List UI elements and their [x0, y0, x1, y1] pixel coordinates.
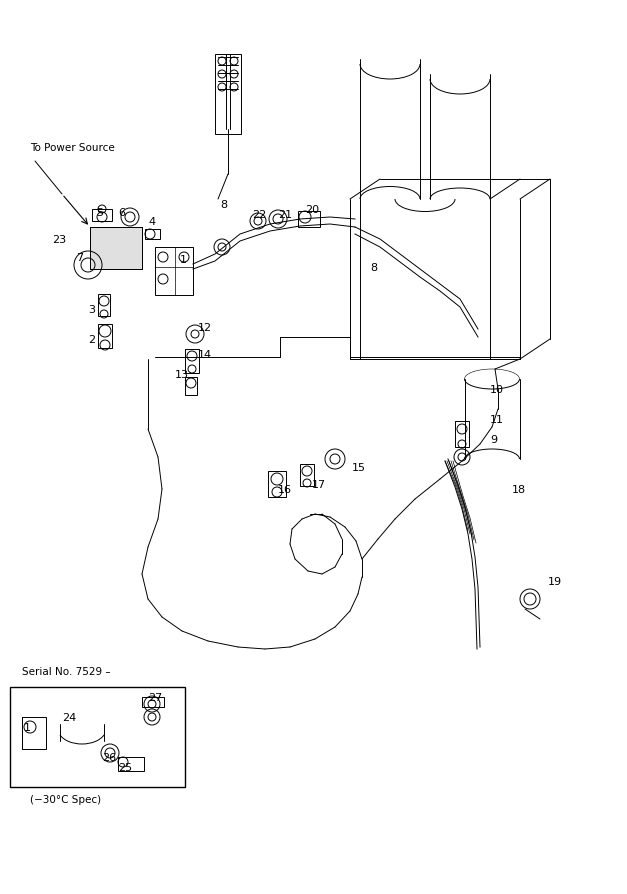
Text: To Power Source: To Power Source [30, 143, 115, 153]
Bar [298, 212, 320, 228]
Text: (−30°C Spec): (−30°C Spec) [30, 794, 101, 804]
Bar [215, 55, 241, 135]
Text: 11: 11 [490, 415, 504, 425]
Text: 16: 16 [278, 485, 292, 494]
Text: 2: 2 [88, 334, 95, 344]
Bar [300, 465, 314, 486]
Text: 3: 3 [88, 305, 95, 315]
Bar [118, 757, 144, 772]
Text: 27: 27 [148, 692, 162, 702]
Text: 7: 7 [76, 253, 83, 263]
Text: Serial No. 7529 –: Serial No. 7529 – [22, 666, 110, 676]
Text: 19: 19 [548, 577, 562, 586]
Bar [185, 350, 199, 374]
Text: 25: 25 [118, 763, 132, 772]
Text: 26: 26 [102, 752, 116, 763]
Text: 4: 4 [148, 216, 155, 227]
Text: 20: 20 [305, 205, 319, 215]
Bar [142, 697, 164, 707]
Text: 22: 22 [252, 210, 266, 220]
Bar [90, 228, 142, 270]
Text: 8: 8 [220, 199, 227, 210]
Text: 23: 23 [52, 235, 66, 245]
Text: 12: 12 [198, 323, 212, 333]
Text: 1: 1 [24, 722, 31, 732]
Text: 18: 18 [512, 485, 526, 494]
Text: 14: 14 [198, 350, 212, 359]
Text: 24: 24 [62, 713, 76, 722]
Bar [268, 471, 286, 497]
Text: 21: 21 [278, 210, 292, 220]
Bar [10, 687, 185, 787]
Text: 15: 15 [352, 462, 366, 472]
Bar [98, 295, 110, 316]
Text: 13: 13 [175, 369, 189, 380]
Text: 6: 6 [118, 207, 125, 218]
Bar [92, 210, 112, 222]
Bar [145, 230, 160, 240]
Text: 1: 1 [180, 255, 187, 265]
Bar [90, 228, 142, 270]
Text: 5: 5 [96, 207, 103, 218]
Bar [155, 248, 193, 296]
Bar [455, 422, 469, 448]
Bar [185, 377, 197, 395]
Bar [98, 325, 112, 349]
Text: 9: 9 [490, 434, 497, 444]
Bar [22, 717, 46, 749]
Text: 10: 10 [490, 384, 504, 394]
Text: 17: 17 [312, 479, 326, 489]
Text: 8: 8 [370, 263, 377, 273]
